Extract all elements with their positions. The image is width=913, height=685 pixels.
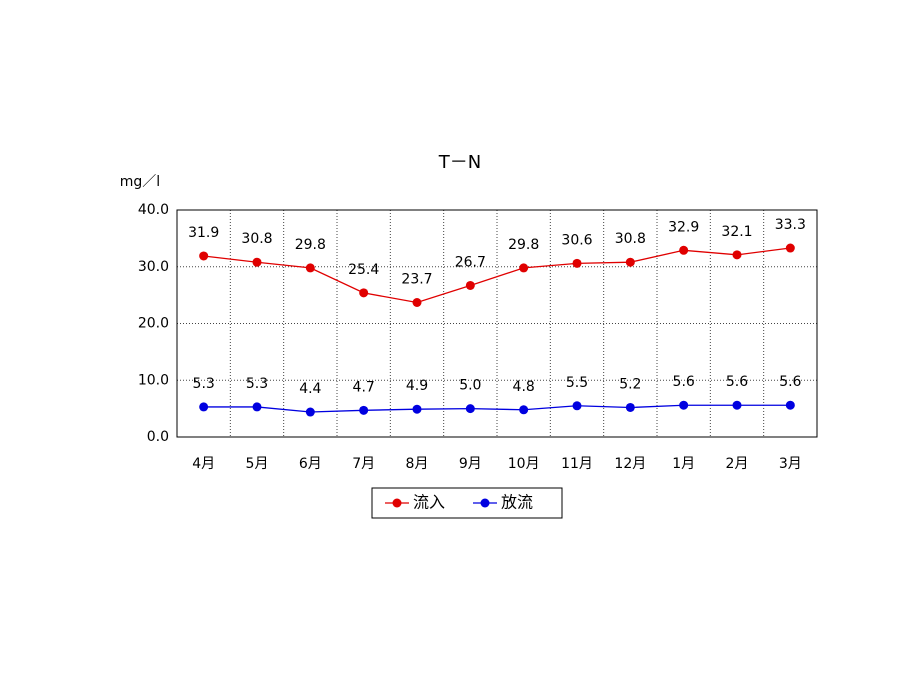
- data-label: 5.3: [193, 376, 215, 392]
- data-point: [785, 243, 795, 253]
- plot-frame: [176, 209, 818, 438]
- data-point: [305, 263, 315, 273]
- y-tick-label: 40.0: [138, 202, 169, 218]
- x-tick-label: 9月: [459, 456, 482, 472]
- x-tick-label: 3月: [779, 456, 802, 472]
- legend-label: 放流: [501, 493, 533, 512]
- data-point: [519, 263, 529, 273]
- x-tick-label: 5月: [246, 456, 269, 472]
- data-point: [679, 400, 689, 410]
- data-label: 4.4: [299, 381, 321, 397]
- data-point: [465, 280, 475, 290]
- x-tick-label: 6月: [299, 456, 322, 472]
- data-label: 30.8: [241, 231, 272, 247]
- x-tick-label: 8月: [406, 456, 429, 472]
- data-label: 33.3: [775, 217, 806, 233]
- data-point: [572, 401, 582, 411]
- data-label: 31.9: [188, 225, 219, 241]
- data-point: [412, 298, 422, 308]
- data-label: 4.8: [513, 379, 535, 395]
- y-axis-label: mg／l: [120, 174, 160, 190]
- data-point: [412, 404, 422, 414]
- data-label: 5.0: [459, 378, 481, 394]
- y-tick-label: 0.0: [147, 429, 169, 445]
- data-point: [625, 257, 635, 267]
- series-line: [203, 247, 791, 304]
- x-tick-label: 7月: [352, 456, 375, 472]
- series-line: [203, 404, 791, 413]
- data-label: 32.9: [668, 219, 699, 235]
- data-label: 5.6: [673, 374, 695, 390]
- data-point: [519, 405, 529, 415]
- data-point: [252, 257, 262, 267]
- data-label: 4.9: [406, 378, 428, 394]
- data-point: [359, 405, 369, 415]
- data-label: 23.7: [401, 272, 432, 288]
- x-tick-label: 1月: [672, 456, 695, 472]
- data-point: [732, 400, 742, 410]
- data-point: [679, 245, 689, 255]
- data-point: [732, 250, 742, 260]
- data-label: 30.8: [615, 231, 646, 247]
- chart-title: T－N: [438, 152, 481, 173]
- legend-label: 流入: [413, 493, 445, 512]
- data-label: 30.6: [561, 232, 592, 248]
- data-point: [199, 402, 209, 412]
- y-tick-label: 30.0: [138, 259, 169, 275]
- data-label: 26.7: [455, 254, 486, 270]
- legend-marker: [480, 498, 490, 508]
- data-point: [572, 258, 582, 268]
- legend-box: [371, 487, 563, 519]
- legend-marker: [392, 498, 402, 508]
- data-label: 5.6: [779, 374, 801, 390]
- data-label: 29.8: [295, 237, 326, 253]
- data-label: 29.8: [508, 237, 539, 253]
- y-tick-label: 20.0: [138, 316, 169, 332]
- x-tick-label: 12月: [614, 456, 646, 472]
- x-tick-label: 11月: [561, 456, 593, 472]
- data-point: [465, 404, 475, 414]
- data-point: [252, 402, 262, 412]
- data-point: [625, 402, 635, 412]
- data-label: 5.5: [566, 375, 588, 391]
- data-label: 25.4: [348, 262, 379, 278]
- data-label: 5.6: [726, 374, 748, 390]
- data-label: 32.1: [721, 224, 752, 240]
- y-tick-label: 10.0: [138, 372, 169, 388]
- data-label: 5.3: [246, 376, 268, 392]
- data-label: 4.7: [353, 379, 375, 395]
- data-point: [199, 251, 209, 261]
- data-point: [785, 400, 795, 410]
- data-point: [305, 407, 315, 417]
- data-label: 5.2: [619, 376, 641, 392]
- x-tick-label: 2月: [726, 456, 749, 472]
- x-tick-label: 10月: [508, 456, 540, 472]
- data-point: [359, 288, 369, 298]
- x-tick-label: 4月: [192, 456, 215, 472]
